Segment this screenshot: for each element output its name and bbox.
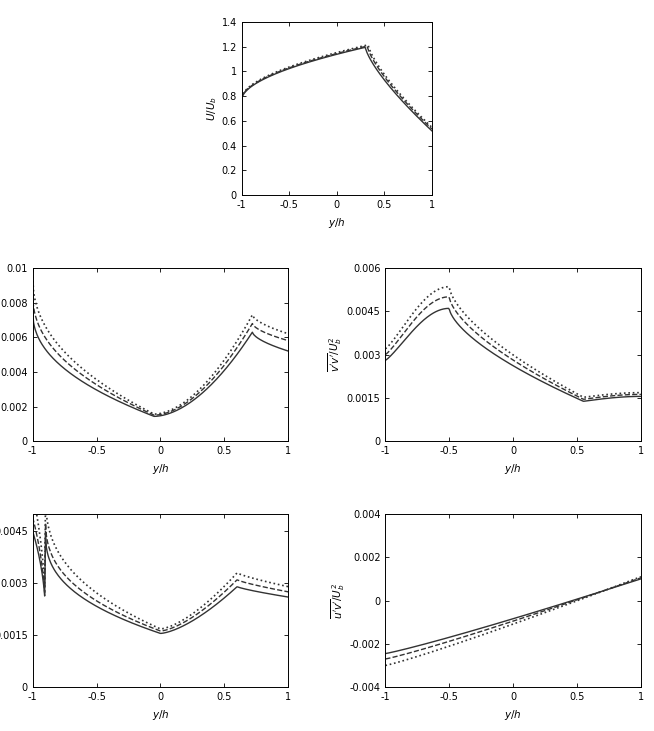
X-axis label: $y/h$: $y/h$ [504,708,522,721]
X-axis label: $y/h$: $y/h$ [152,708,169,721]
X-axis label: $y/h$: $y/h$ [152,461,169,476]
Y-axis label: $\overline{v^\prime v^\prime}/U_b^2$: $\overline{v^\prime v^\prime}/U_b^2$ [326,337,344,372]
Y-axis label: $U/U_b$: $U/U_b$ [205,96,218,121]
X-axis label: $y/h$: $y/h$ [328,216,346,230]
X-axis label: $y/h$: $y/h$ [504,461,522,476]
Y-axis label: $\overline{u^\prime v^\prime}/U_b^2$: $\overline{u^\prime v^\prime}/U_b^2$ [328,583,347,618]
